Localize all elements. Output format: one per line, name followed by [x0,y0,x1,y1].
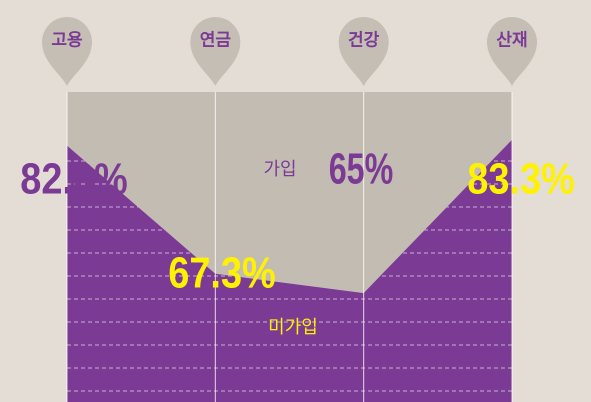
category-label: 건강 [348,30,380,49]
value-label: 67.3% [168,249,276,298]
annotation: 가입 [263,159,296,179]
annotation: 미가입 [268,317,318,337]
area [67,139,512,402]
value-label: 65% [329,145,394,194]
pin [487,17,537,86]
category-label: 산재 [496,30,527,49]
value-label: 82.6% [20,155,128,204]
category-label: 고용 [51,30,83,49]
pin [42,16,92,87]
pin [338,16,389,86]
value-label: 83.3% [467,155,575,204]
category-label: 연금 [200,30,232,49]
pin [190,16,241,86]
